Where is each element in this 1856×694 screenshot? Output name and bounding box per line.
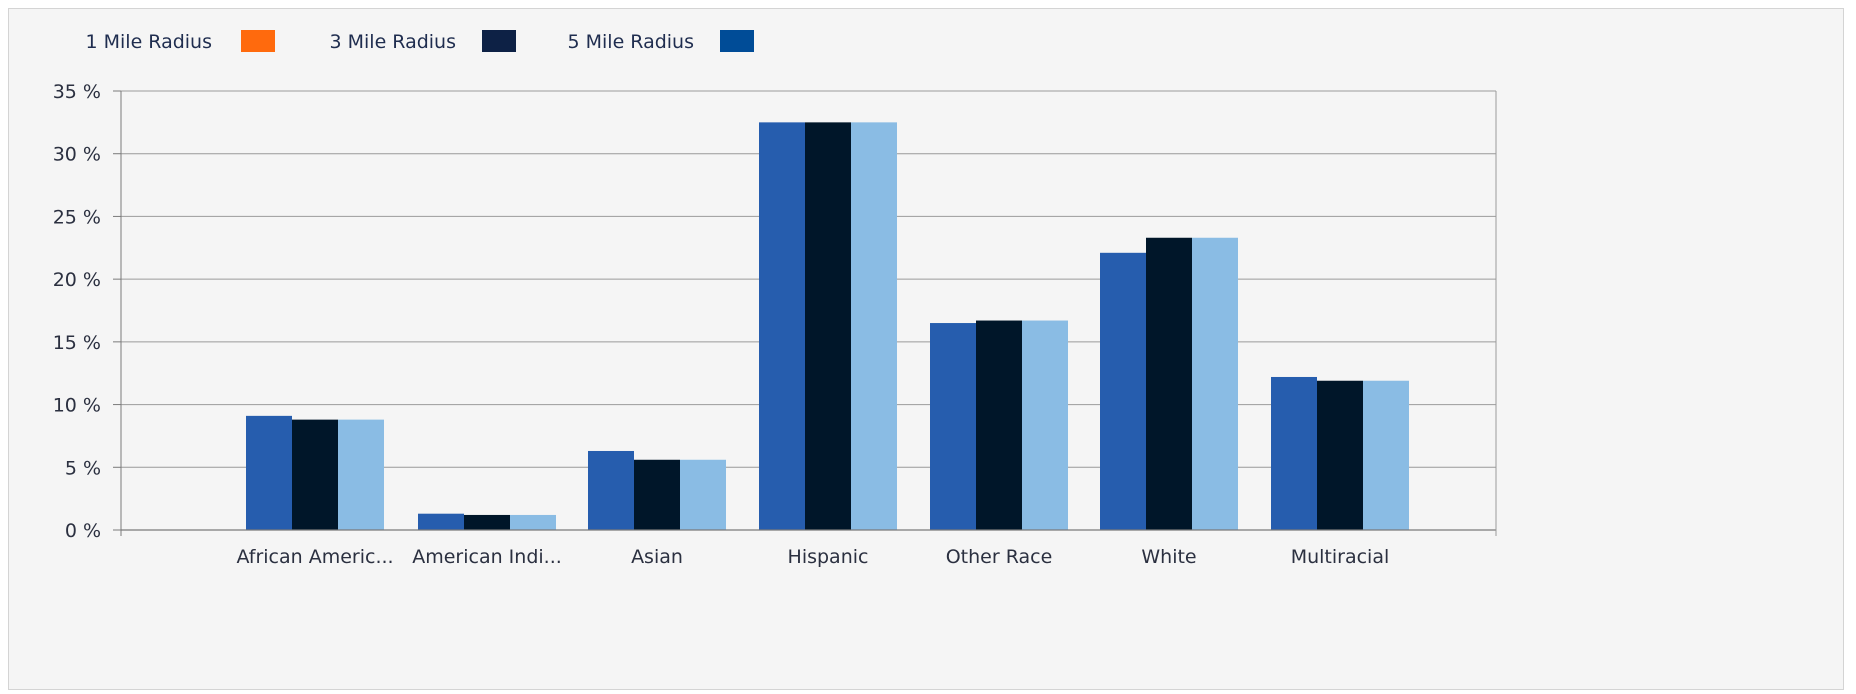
x-tick-label: Asian	[631, 546, 683, 568]
x-tick-label: Hispanic	[788, 546, 869, 568]
bar	[418, 513, 464, 530]
legend: 1 Mile Radius 3 Mile Radius 5 Mile Radius	[85, 30, 754, 53]
bar	[292, 419, 338, 530]
x-tick-label: Multiracial	[1291, 546, 1390, 568]
bar	[1022, 320, 1068, 530]
bar	[680, 459, 726, 530]
bar	[1363, 380, 1409, 530]
y-tick-label: 20 %	[53, 269, 101, 291]
axes	[113, 90, 1497, 536]
y-tick-label: 5 %	[65, 457, 101, 479]
bar	[930, 323, 976, 530]
legend-label: 5 Mile Radius	[567, 31, 694, 53]
bar	[1271, 376, 1317, 530]
y-tick-label: 10 %	[53, 395, 101, 417]
bar	[246, 415, 292, 530]
y-tick-label: 0 %	[65, 520, 101, 542]
bar	[634, 459, 680, 530]
bar	[759, 122, 805, 530]
chart-frame: 1 Mile Radius 3 Mile Radius 5 Mile Radius …	[8, 8, 1844, 690]
y-tick-label: 25 %	[53, 206, 101, 228]
bar	[1146, 237, 1192, 530]
x-tick-label: Other Race	[946, 546, 1053, 568]
bar	[976, 320, 1022, 530]
bars	[246, 122, 1409, 530]
legend-swatch	[241, 30, 275, 52]
bar	[1192, 237, 1238, 530]
bar	[588, 450, 634, 530]
legend-swatch	[482, 30, 516, 52]
bar	[338, 419, 384, 530]
y-tick-label: 35 %	[53, 81, 101, 103]
y-tick-label: 15 %	[53, 332, 101, 354]
bar	[464, 514, 510, 530]
legend-label: 3 Mile Radius	[329, 31, 456, 53]
bar	[1317, 380, 1363, 530]
x-tick-label: African Americ...	[236, 546, 393, 568]
bar	[805, 122, 851, 530]
chart: 1 Mile Radius 3 Mile Radius 5 Mile Radius …	[53, 30, 1497, 568]
legend-label: 1 Mile Radius	[85, 31, 212, 53]
tick-labels: 0 % 5 % 10 % 15 % 20 % 25 % 30 % 35 % African Am…	[53, 81, 1390, 568]
legend-swatch	[720, 30, 754, 52]
bar	[1100, 252, 1146, 530]
bar	[510, 514, 556, 530]
x-tick-label: American Indi...	[412, 546, 562, 568]
bar	[851, 122, 897, 530]
x-tick-label: White	[1141, 546, 1196, 568]
y-tick-label: 30 %	[53, 144, 101, 166]
